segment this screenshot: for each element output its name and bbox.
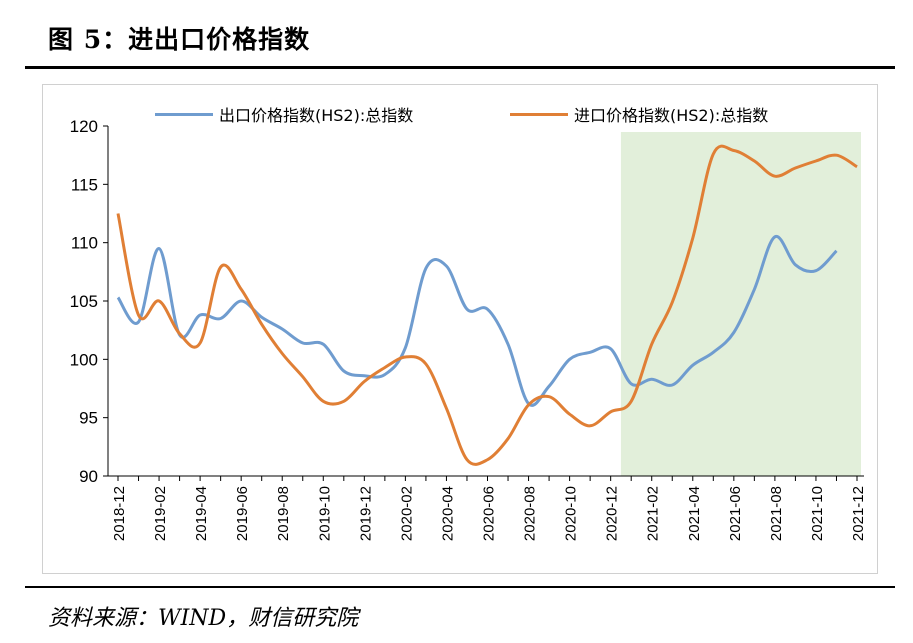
top-rule <box>25 66 895 69</box>
figure-title: 图 5：进出口价格指数 <box>48 25 311 54</box>
legend-import[interactable]: 进口价格指数(HS2):总指数 <box>510 102 768 126</box>
chart-frame <box>42 84 878 574</box>
shaded-region <box>620 132 861 476</box>
x-tick-label: 2021-10 <box>809 486 826 541</box>
x-tick-label: 2018-12 <box>111 486 128 541</box>
y-tick-label: 90 <box>79 467 98 486</box>
x-tick-label: 2020-10 <box>563 486 580 541</box>
x-tick-label: 2020-08 <box>522 486 539 541</box>
x-tick-label: 2021-02 <box>645 486 662 541</box>
x-tick-label: 2019-04 <box>193 486 210 541</box>
x-tick-label: 2021-12 <box>850 486 867 541</box>
export-price-line <box>116 235 838 407</box>
x-tick-label: 2020-04 <box>439 486 456 541</box>
bottom-rule <box>25 586 895 588</box>
x-tick-label: 2020-06 <box>481 486 498 541</box>
x-tick-label: 2019-12 <box>357 486 374 541</box>
import-price-line <box>116 144 858 466</box>
legend-export-label: 出口价格指数(HS2):总指数 <box>219 106 414 125</box>
legend-export-swatch <box>155 112 213 116</box>
y-tick-label: 115 <box>71 175 98 194</box>
x-tick-label: 2019-10 <box>316 486 333 541</box>
y-tick-label: 100 <box>70 350 98 369</box>
x-tick-label: 2021-06 <box>727 486 744 541</box>
source-note: 资料来源：WIND，财信研究院 <box>48 606 359 631</box>
legend-export[interactable]: 出口价格指数(HS2):总指数 <box>155 102 413 126</box>
y-tick-label: 120 <box>70 117 98 136</box>
x-tick-label: 2021-04 <box>686 486 703 541</box>
x-tick-label: 2021-08 <box>768 486 785 541</box>
x-tick-label: 2019-08 <box>275 486 292 541</box>
x-tick-label: 2019-02 <box>152 486 169 541</box>
x-tick-label: 2020-02 <box>398 486 415 541</box>
y-tick-label: 105 <box>70 292 98 311</box>
x-tick-label: 2019-06 <box>234 486 251 541</box>
legend-import-label: 进口价格指数(HS2):总指数 <box>574 106 769 125</box>
x-tick-label: 2020-12 <box>604 486 621 541</box>
y-tick-label: 95 <box>79 409 98 428</box>
legend-import-swatch <box>510 112 568 116</box>
y-tick-label: 110 <box>71 234 98 253</box>
